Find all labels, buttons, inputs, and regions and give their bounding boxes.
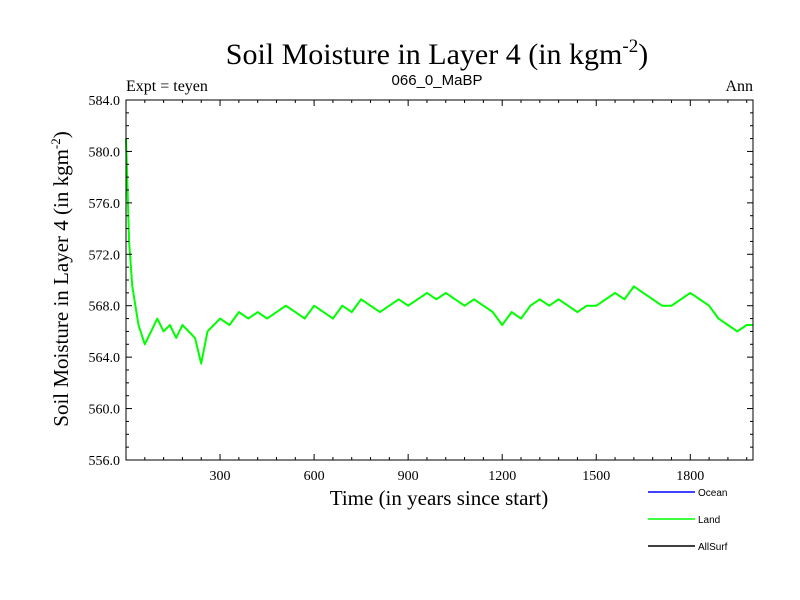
plot-area: 556.0 560.0 564.0 568.0 572.0 576.0 580.0 584.0… [89, 94, 754, 484]
legend-label-allsurf: AllSurf [698, 542, 728, 553]
x-axis-label: Time (in years since start) [330, 486, 549, 510]
x-tick-label: 1200 [488, 469, 516, 484]
x-tick-label: 1800 [676, 469, 704, 484]
y-tick-label: 580.0 [89, 145, 121, 160]
plot-frame [125, 99, 754, 461]
y-tick-label: 576.0 [89, 197, 121, 212]
y-tick-label: 560.0 [89, 403, 121, 418]
x-tick-label: 900 [398, 469, 419, 484]
x-tick-label: 300 [210, 469, 231, 484]
legend-label-land: Land [698, 515, 720, 526]
y-tick-label: 564.0 [89, 351, 121, 366]
y-tick-label: 556.0 [89, 454, 121, 469]
chart-title: Soil Moisture in Layer 4 (in kgm-2) [226, 36, 648, 71]
legend: Ocean Land AllSurf [648, 488, 728, 553]
x-tick-label: 600 [304, 469, 325, 484]
y-tick-label: 568.0 [89, 300, 121, 315]
y-tick-label: 572.0 [89, 248, 121, 263]
y-tick-label: 584.0 [89, 94, 121, 109]
series-line-land [125, 138, 753, 365]
run-label: 066_0_MaBP [392, 72, 483, 89]
legend-label-ocean: Ocean [698, 488, 727, 499]
period-label: Ann [725, 78, 753, 95]
y-axis-label: Soil Moisture in Layer 4 (in kgm-2) [48, 131, 73, 426]
experiment-label: Expt = teyen [126, 78, 208, 95]
x-tick-label: 1500 [582, 469, 610, 484]
